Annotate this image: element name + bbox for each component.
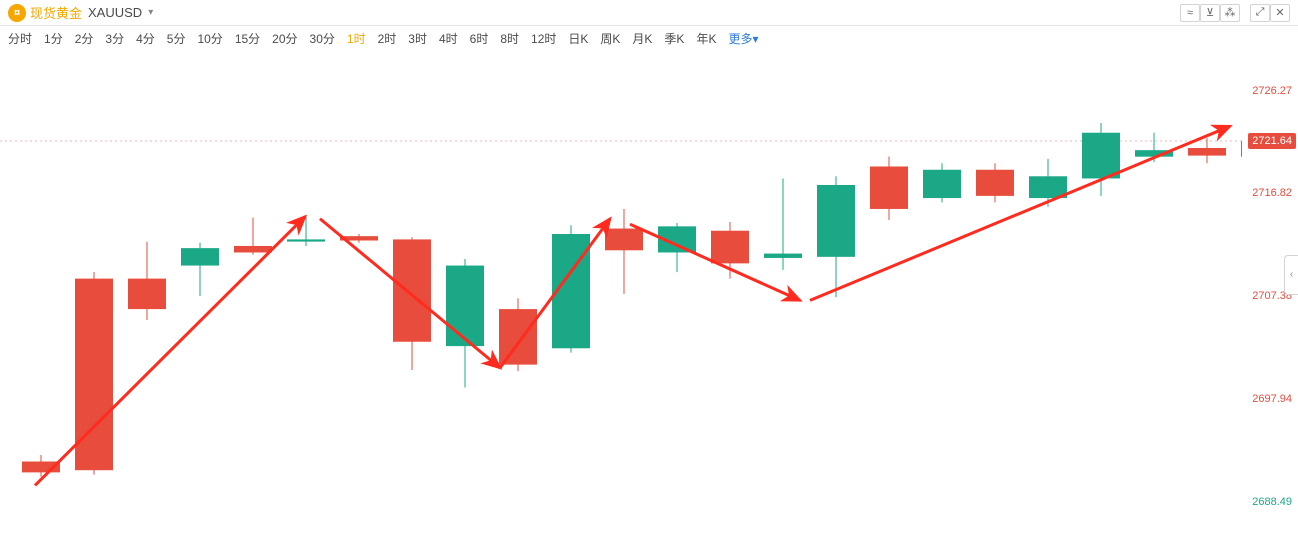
expand-panel-button[interactable]: ‹ [1284,255,1298,295]
timeframe-2时[interactable]: 2时 [378,30,397,47]
timeframe-5分[interactable]: 5分 [167,30,186,47]
timeframe-3分[interactable]: 3分 [105,30,124,47]
timeframe-分时[interactable]: 分时 [8,30,32,47]
timeframe-15分[interactable]: 15分 [235,30,260,47]
close-icon[interactable]: ✕ [1270,4,1290,22]
timeframe-月K[interactable]: 月K [632,30,652,47]
y-tick-label: 2697.94 [1252,393,1292,405]
timeframe-12时[interactable]: 12时 [531,30,556,47]
chart-container: ¤ 现货黄金 XAUUSD ▾ ≈⊻⁂ ⤢✕ 分时 1分 2分 3分 4分 5分 10分 15分… [0,0,1298,549]
timeframe-more[interactable]: 更多▾ [728,30,758,47]
timeframe-4分[interactable]: 4分 [136,30,155,47]
current-price-tag: 2721.64 [1248,133,1296,149]
header-left: ¤ 现货黄金 XAUUSD ▾ [8,3,1180,22]
fullscreen-icon[interactable]: ⤢ [1250,4,1270,22]
timeframe-10分[interactable]: 10分 [197,30,222,47]
stats-icon[interactable]: ⁂ [1220,4,1240,22]
timeframe-年K[interactable]: 年K [696,30,716,47]
timeframe-1分[interactable]: 1分 [44,30,63,47]
timeframe-8时[interactable]: 8时 [500,30,519,47]
timeframe-2分[interactable]: 2分 [75,30,94,47]
y-tick-label: 2688.49 [1252,496,1292,508]
timeframe-3时[interactable]: 3时 [408,30,427,47]
chart-header: ¤ 现货黄金 XAUUSD ▾ ≈⊻⁂ ⤢✕ [0,0,1298,26]
timeframe-bar: 分时 1分 2分 3分 4分 5分 10分 15分 20分 30分 1时 2时 3时 4时 6时 8时 12时日… [0,26,1298,50]
timeframe-1时[interactable]: 1时 [347,30,366,47]
indicator-icon[interactable]: ≈ [1180,4,1200,22]
y-tick-label: 2716.82 [1252,187,1292,199]
timeframe-日K[interactable]: 日K [568,30,588,47]
timeframe-季K[interactable]: 季K [664,30,684,47]
y-tick-label: 2726.27 [1252,85,1292,97]
timeframe-30分[interactable]: 30分 [310,30,335,47]
chart-svg [0,50,1242,529]
header-toolbar: ≈⊻⁂ ⤢✕ [1180,4,1290,22]
timeframe-周K[interactable]: 周K [600,30,620,47]
timeframe-4时[interactable]: 4时 [439,30,458,47]
timeframe-20分[interactable]: 20分 [272,30,297,47]
gold-icon: ¤ [8,4,26,22]
compare-icon[interactable]: ⊻ [1200,4,1220,22]
chevron-down-icon[interactable]: ▾ [148,7,153,18]
timeframe-6时[interactable]: 6时 [470,30,489,47]
ticker-symbol[interactable]: XAUUSD [88,5,142,20]
symbol-name[interactable]: 现货黄金 [30,3,82,22]
candlestick-chart[interactable] [0,50,1242,529]
